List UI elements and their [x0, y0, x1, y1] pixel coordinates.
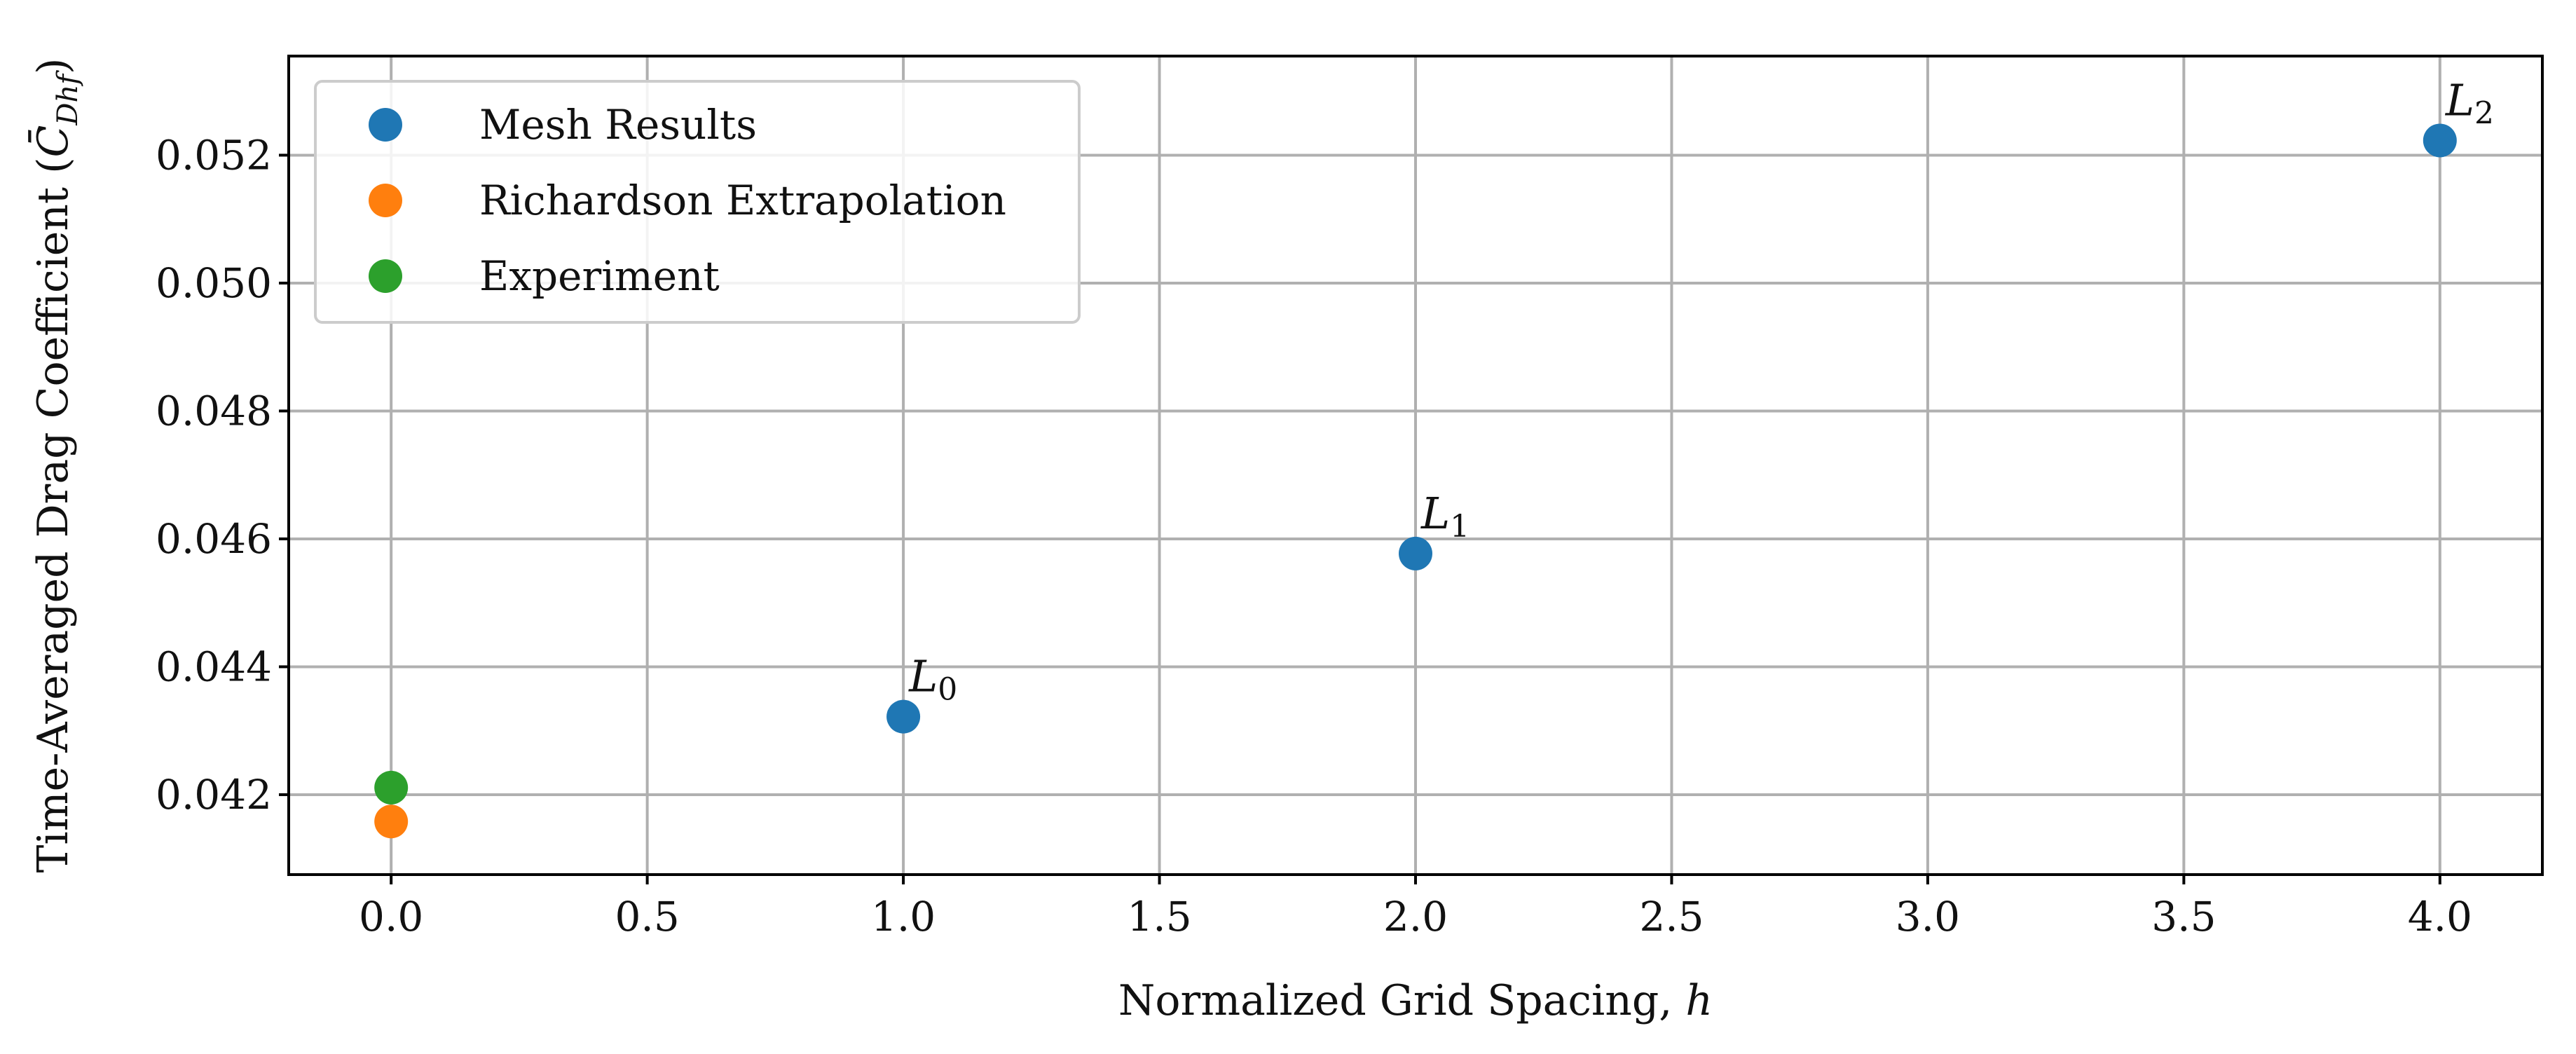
- data-point-label: L2: [2445, 74, 2494, 131]
- x-tick-label: 3.5: [2151, 893, 2216, 940]
- x-tick-label: 3.0: [1896, 893, 1960, 940]
- axis-ticks: 0.0 0.5 1.0 1.5 2.0 2.5 3.0 3.5 4.0 0.042 0.044 0.0…: [156, 131, 2472, 940]
- y-tick-label: 0.042: [156, 771, 272, 819]
- x-tick-label: 2.5: [1639, 893, 1704, 940]
- data-points: [374, 123, 2457, 839]
- x-tick-label: 2.0: [1383, 893, 1448, 940]
- legend-label-experiment: Experiment: [479, 252, 720, 300]
- plot-frame: [287, 55, 2544, 876]
- legend-label-mesh-results: Mesh Results: [479, 101, 757, 149]
- data-point: [1399, 536, 1432, 570]
- data-point-label: L0: [908, 651, 957, 708]
- x-tick-label: 0.5: [615, 893, 680, 940]
- data-point: [374, 805, 409, 839]
- x-tick-label: 0.0: [359, 893, 423, 940]
- y-tick-label: 0.046: [156, 515, 272, 563]
- y-tick-label: 0.048: [156, 387, 272, 434]
- y-axis-label: Time-Averaged Drag Coefficient (C̄Dhf): [28, 58, 84, 873]
- data-point: [886, 699, 921, 734]
- legend-marker-richardson-extrapolation: [369, 184, 402, 217]
- y-tick-label: 0.052: [156, 131, 272, 179]
- legend-box: [314, 80, 1081, 324]
- x-tick-label: 1.5: [1127, 893, 1191, 940]
- x-tick-label: 1.0: [871, 893, 936, 940]
- data-point: [2423, 123, 2457, 158]
- data-point: [374, 770, 409, 805]
- legend: Mesh Results Richardson Extrapolation Ex…: [314, 80, 1081, 324]
- point-labels: L0 L1 L2: [908, 74, 2494, 707]
- legend-marker-mesh-results: [369, 108, 402, 142]
- legend-marker-experiment: [369, 259, 402, 293]
- x-axis-label: Normalized Grid Spacing, h: [1118, 976, 1713, 1025]
- data-point-label: L1: [1420, 488, 1469, 545]
- x-tick-label: 4.0: [2408, 893, 2472, 940]
- y-tick-label: 0.044: [156, 643, 272, 690]
- legend-label-richardson-extrapolation: Richardson Extrapolation: [479, 177, 1006, 224]
- y-tick-label: 0.050: [156, 259, 272, 307]
